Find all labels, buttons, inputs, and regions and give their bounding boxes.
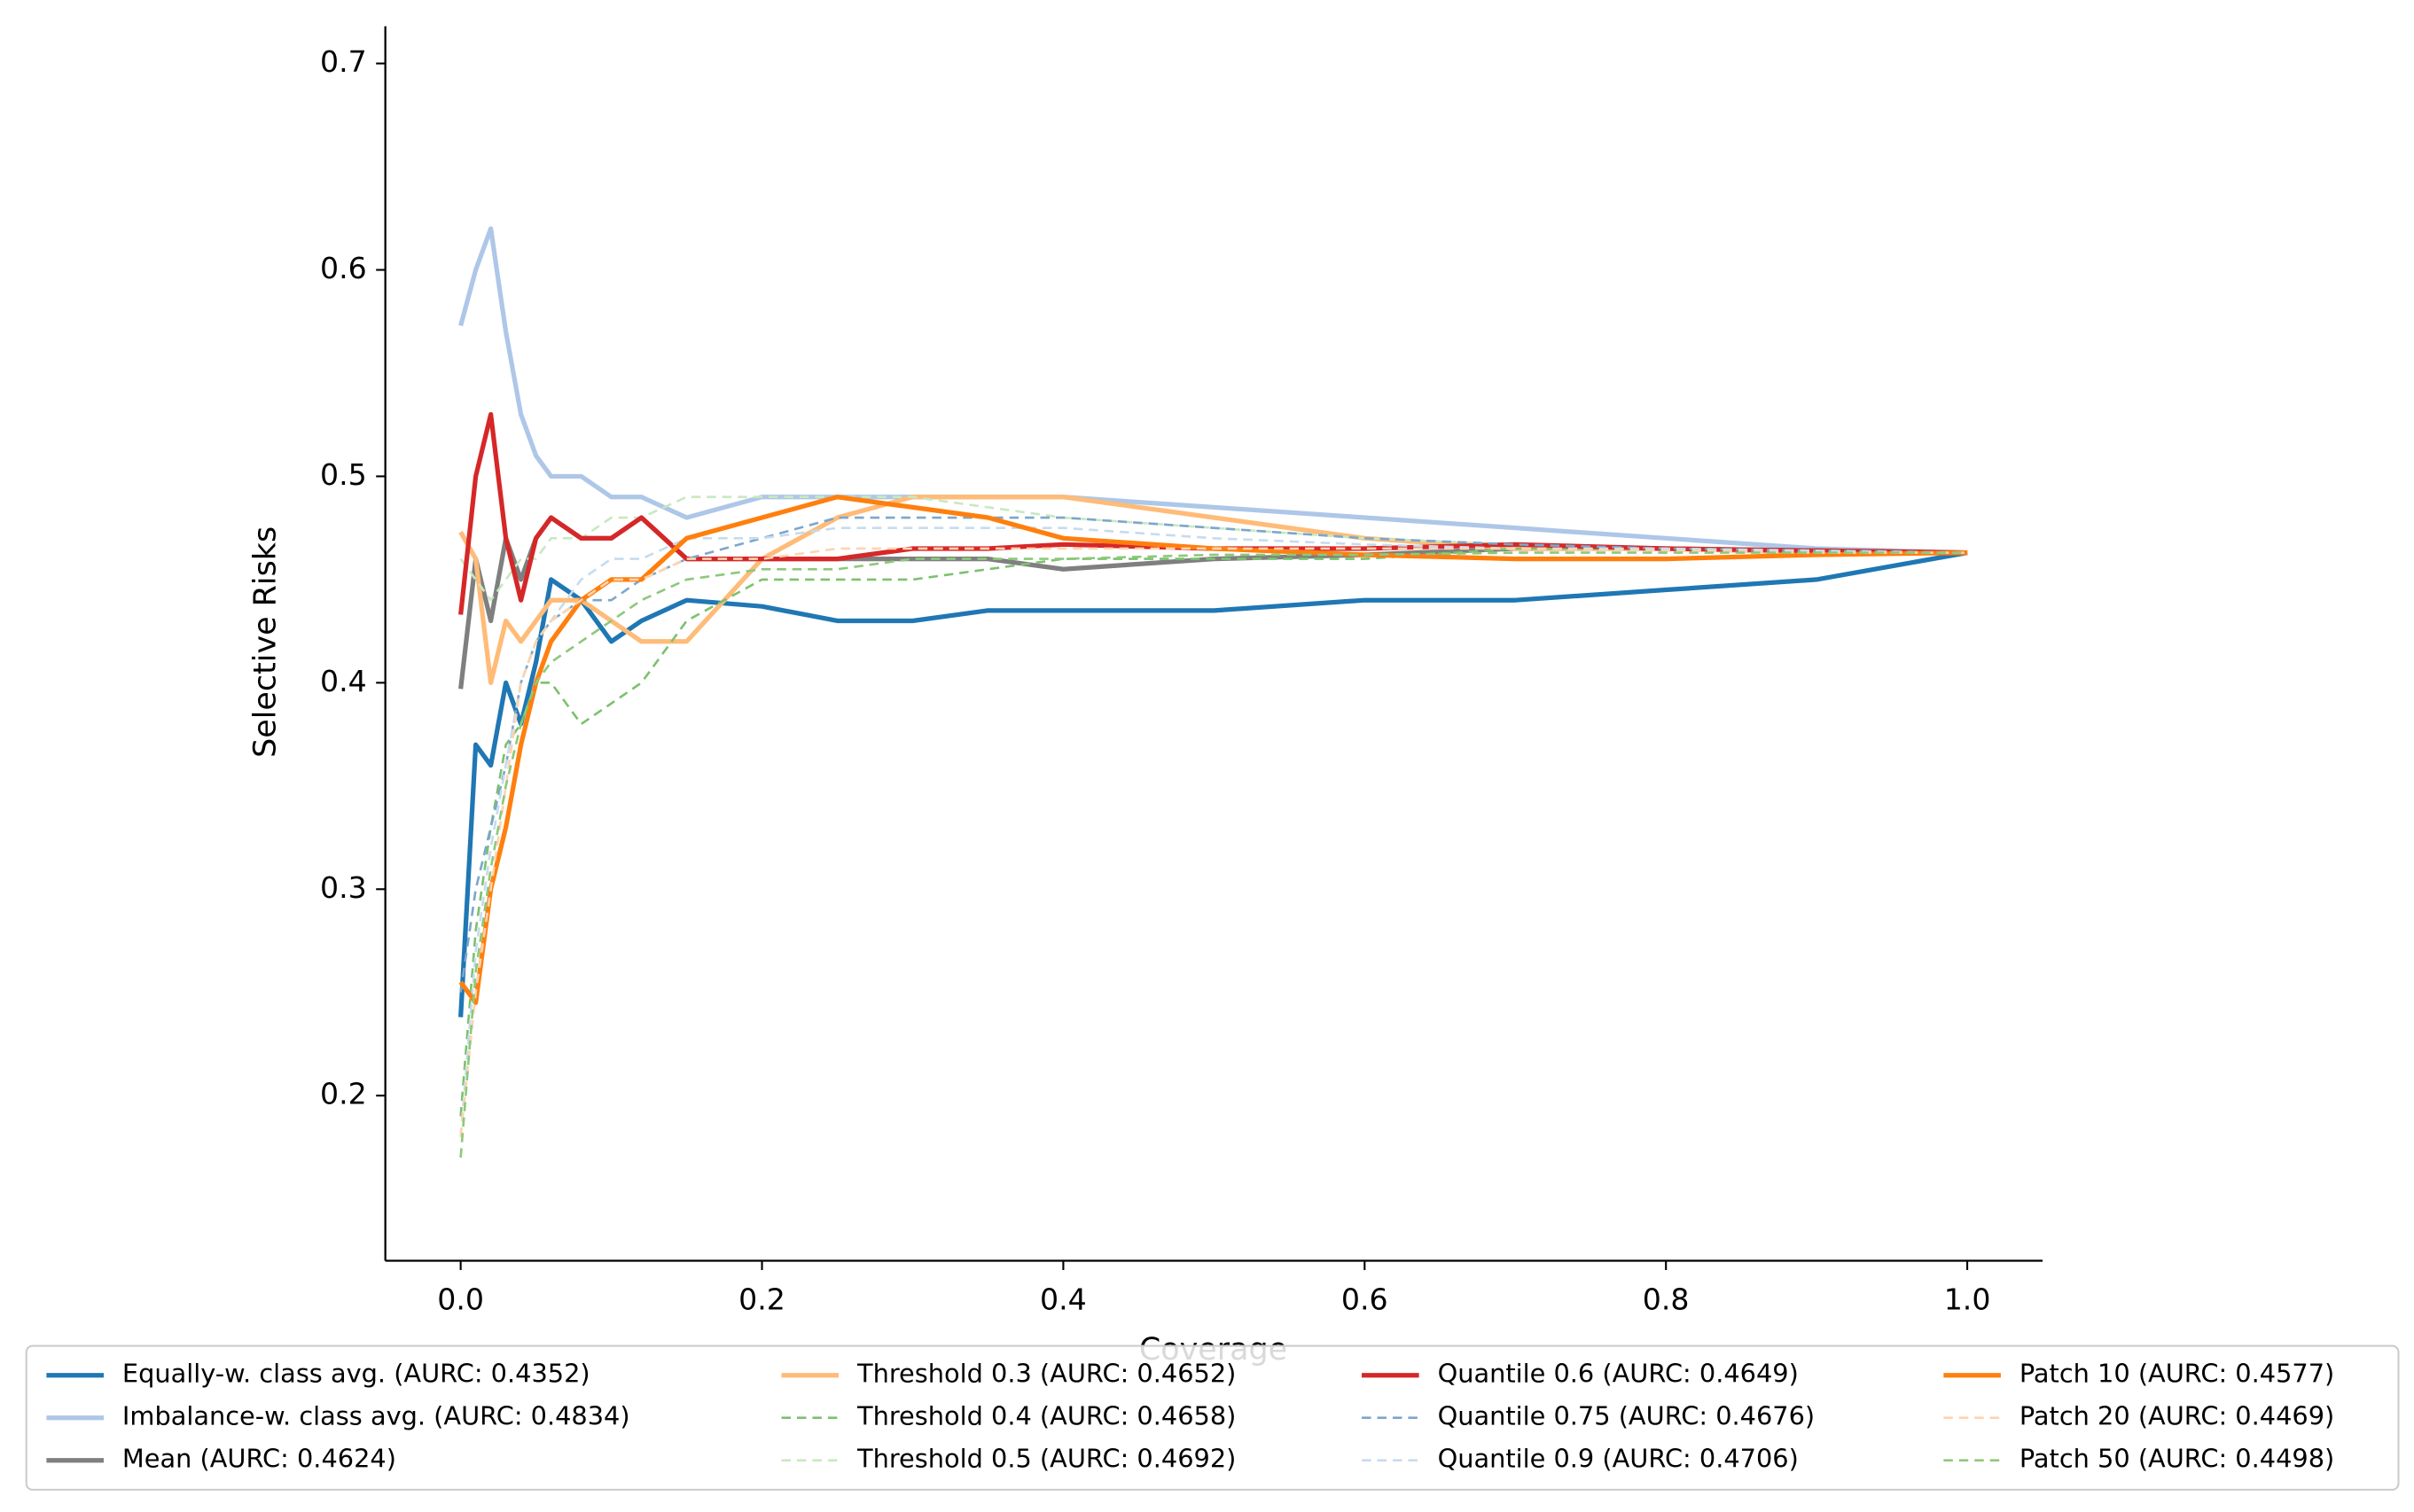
legend-label: Equally-w. class avg. (AURC: 0.4352) (122, 1359, 590, 1389)
legend-label: Patch 20 (AURC: 0.4469) (2019, 1401, 2334, 1431)
y-tick-label: 0.7 (320, 44, 367, 79)
series-line (459, 516, 1968, 993)
x-tick-label: 0.0 (437, 1282, 484, 1316)
series-line (458, 495, 1968, 685)
legend-label: Quantile 0.75 (AURC: 0.4676) (1438, 1401, 1816, 1431)
x-tick-label: 1.0 (1944, 1282, 1991, 1316)
legend: Equally-w. class avg. (AURC: 0.4352) Imba… (46, 1359, 2334, 1474)
legend-label: Threshold 0.4 (AURC: 0.4658) (856, 1401, 1236, 1431)
legend-label: Imbalance-w. class avg. (AURC: 0.4834) (122, 1401, 630, 1431)
plot-area (458, 226, 1968, 1158)
legend-label: Threshold 0.3 (AURC: 0.4652) (856, 1359, 1236, 1389)
series-line (459, 547, 1968, 1137)
legend-label: Patch 10 (AURC: 0.4577) (2019, 1359, 2334, 1389)
series-line (459, 547, 1968, 1117)
series-line (458, 226, 1968, 556)
legend-label: Threshold 0.5 (AURC: 0.4692) (856, 1444, 1236, 1474)
series-line (458, 495, 1968, 1005)
legend-label: Quantile 0.6 (AURC: 0.4649) (1438, 1359, 1799, 1389)
y-axis-label: Selective Risks (247, 526, 283, 758)
legend-box (25, 1344, 2400, 1491)
x-tick-label: 0.2 (738, 1282, 785, 1316)
y-tick-label: 0.5 (320, 457, 367, 492)
y-tick-label: 0.4 (320, 664, 367, 698)
series-line (459, 495, 1968, 602)
y-tick-label: 0.2 (320, 1077, 367, 1111)
y-tick-label: 0.6 (320, 251, 367, 285)
legend-label: Mean (AURC: 0.4624) (122, 1444, 396, 1474)
series-line (459, 551, 1968, 1158)
series-line (459, 526, 1968, 1137)
x-tick-label: 0.6 (1341, 1282, 1388, 1316)
x-tick-label: 0.4 (1040, 1282, 1087, 1316)
legend-label: Quantile 0.9 (AURC: 0.4706) (1438, 1444, 1799, 1474)
x-tick-label: 0.8 (1643, 1282, 1690, 1316)
y-tick-label: 0.3 (320, 870, 367, 905)
legend-label: Patch 50 (AURC: 0.4498) (2019, 1444, 2334, 1474)
